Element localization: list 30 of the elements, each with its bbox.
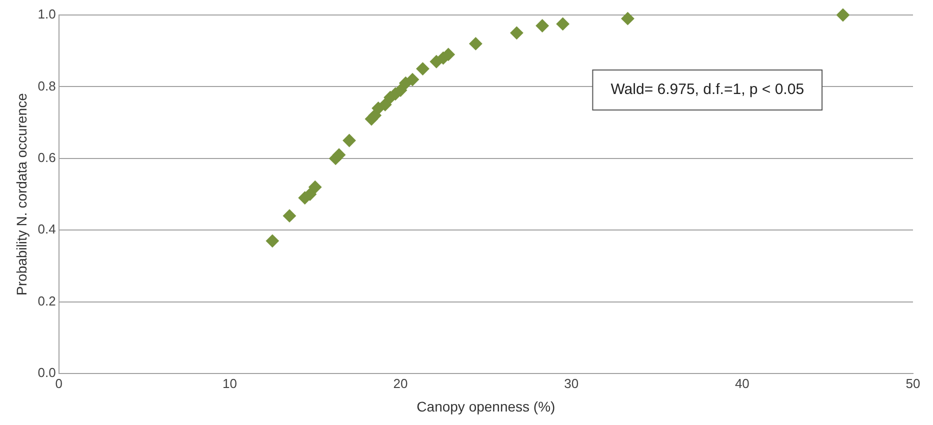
point — [556, 17, 570, 30]
point — [308, 180, 322, 194]
x-axis-title: Canopy openness (%) — [416, 398, 556, 414]
point — [510, 26, 524, 40]
point — [378, 98, 392, 112]
y-tick-label: 0.8 — [38, 78, 56, 94]
y-tick-label: 1.0 — [38, 6, 56, 22]
y-axis-title: Probability N. cordata occurence — [13, 92, 30, 296]
x-tick-label: 50 — [906, 376, 920, 391]
point — [332, 148, 346, 162]
x-tick-label: 0 — [55, 376, 62, 391]
y-tick-label: 0.0 — [38, 365, 56, 380]
y-tick-label: 0.6 — [38, 150, 56, 166]
point — [416, 62, 430, 76]
point — [266, 234, 279, 248]
point — [342, 134, 356, 148]
y-tick-label: 0.4 — [38, 222, 56, 237]
x-tick-label: 40 — [734, 376, 750, 391]
point — [469, 37, 482, 50]
point — [282, 209, 296, 222]
point — [394, 84, 408, 97]
point — [406, 73, 419, 86]
y-tick-label: 0.2 — [38, 293, 56, 308]
point — [621, 12, 634, 26]
x-tick-label: 10 — [222, 376, 237, 391]
point — [536, 19, 549, 32]
x-tick-label: 30 — [564, 376, 579, 391]
point — [836, 8, 850, 22]
x-tick-label: 20 — [393, 376, 408, 391]
annotation: Wald= 6.975, d.f.=1, p < 0.05 — [610, 81, 804, 98]
